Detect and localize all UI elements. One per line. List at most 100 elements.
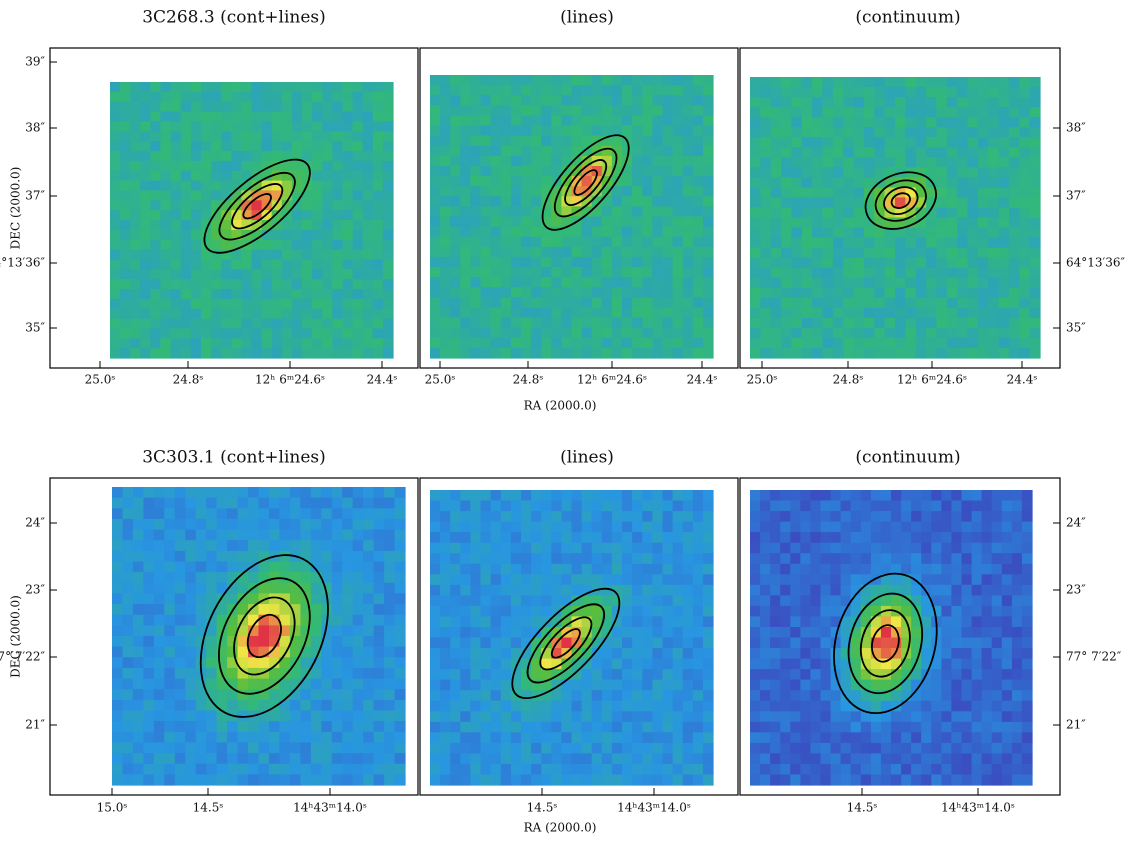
pixel (936, 167, 947, 178)
pixel (353, 625, 364, 636)
pixel (760, 585, 771, 596)
pixel (374, 700, 385, 711)
pixel (673, 166, 684, 177)
pixel (282, 92, 293, 103)
pixel (926, 97, 937, 108)
pixel (140, 181, 151, 192)
pixel (622, 217, 633, 228)
pixel (1009, 328, 1020, 339)
pixel (791, 157, 802, 168)
pixel (905, 238, 916, 249)
pixel (231, 112, 242, 123)
pixel (185, 508, 196, 519)
pixel (957, 208, 968, 219)
pixel (430, 247, 441, 258)
pixel (1012, 606, 1023, 617)
pixel (810, 616, 821, 627)
pixel (632, 217, 643, 228)
pixel (290, 764, 301, 775)
pixel (227, 774, 238, 785)
pixel (133, 551, 144, 562)
pixel (821, 701, 832, 712)
pixel (541, 722, 552, 733)
pixel (833, 137, 844, 148)
pixel (663, 522, 674, 533)
pixel (395, 604, 406, 615)
pixel (161, 121, 172, 131)
pixel (440, 126, 451, 137)
pixel (926, 228, 937, 239)
pixel (703, 490, 714, 501)
pixel (812, 268, 823, 279)
pixel (750, 147, 761, 158)
pixel (150, 279, 161, 290)
pixel (501, 227, 512, 238)
pixel (373, 92, 384, 103)
pixel (823, 167, 834, 178)
pixel (302, 250, 313, 261)
pixel (652, 616, 663, 627)
pixel (130, 259, 141, 270)
pixel (363, 711, 374, 722)
pixel (1002, 669, 1013, 680)
pixel (791, 298, 802, 309)
pixel (541, 532, 552, 543)
pixel (322, 161, 333, 172)
pixel (916, 338, 927, 349)
pixel (812, 338, 823, 349)
pixel (760, 732, 771, 743)
pixel (123, 572, 134, 583)
pixel (395, 583, 406, 594)
pixel (342, 615, 353, 626)
pixel (191, 289, 202, 300)
pixel (791, 348, 802, 359)
pixel (999, 137, 1010, 148)
pixel (982, 585, 993, 596)
pixel (791, 77, 802, 88)
pixel (272, 269, 283, 280)
pixel (988, 107, 999, 118)
pixel (143, 551, 154, 562)
pixel (374, 721, 385, 732)
pixel (572, 753, 583, 764)
pixel (652, 217, 663, 228)
pixel (693, 308, 704, 319)
pixel (470, 606, 481, 617)
pixel (279, 498, 290, 509)
pixel (968, 77, 979, 88)
pixel (450, 711, 461, 722)
pixel (693, 690, 704, 701)
pixel (632, 338, 643, 349)
pixel (905, 77, 916, 88)
pixel (154, 668, 165, 679)
pixel (511, 764, 522, 775)
pixel (353, 689, 364, 700)
pixel (206, 742, 217, 753)
pixel (269, 753, 280, 764)
pixel (861, 753, 872, 764)
pixel (968, 338, 979, 349)
pixel (501, 338, 512, 349)
pixel (150, 289, 161, 300)
pixel (572, 743, 583, 754)
pixel (353, 240, 364, 251)
pixel (864, 107, 875, 118)
pixel (632, 522, 643, 533)
pixel (947, 218, 958, 229)
pixel (926, 288, 937, 299)
pixel (171, 141, 182, 152)
pixel (864, 288, 875, 299)
pixel (470, 775, 481, 786)
pixel (871, 511, 882, 522)
pixel (864, 117, 875, 128)
pixel (602, 95, 613, 106)
pixel (652, 701, 663, 712)
pixel (673, 722, 684, 733)
pixel (821, 490, 832, 501)
pixel (750, 616, 761, 627)
pixel (612, 753, 623, 764)
pixel (343, 279, 354, 290)
pixel (481, 753, 492, 764)
pixel (760, 348, 771, 359)
pixel (992, 595, 1003, 606)
